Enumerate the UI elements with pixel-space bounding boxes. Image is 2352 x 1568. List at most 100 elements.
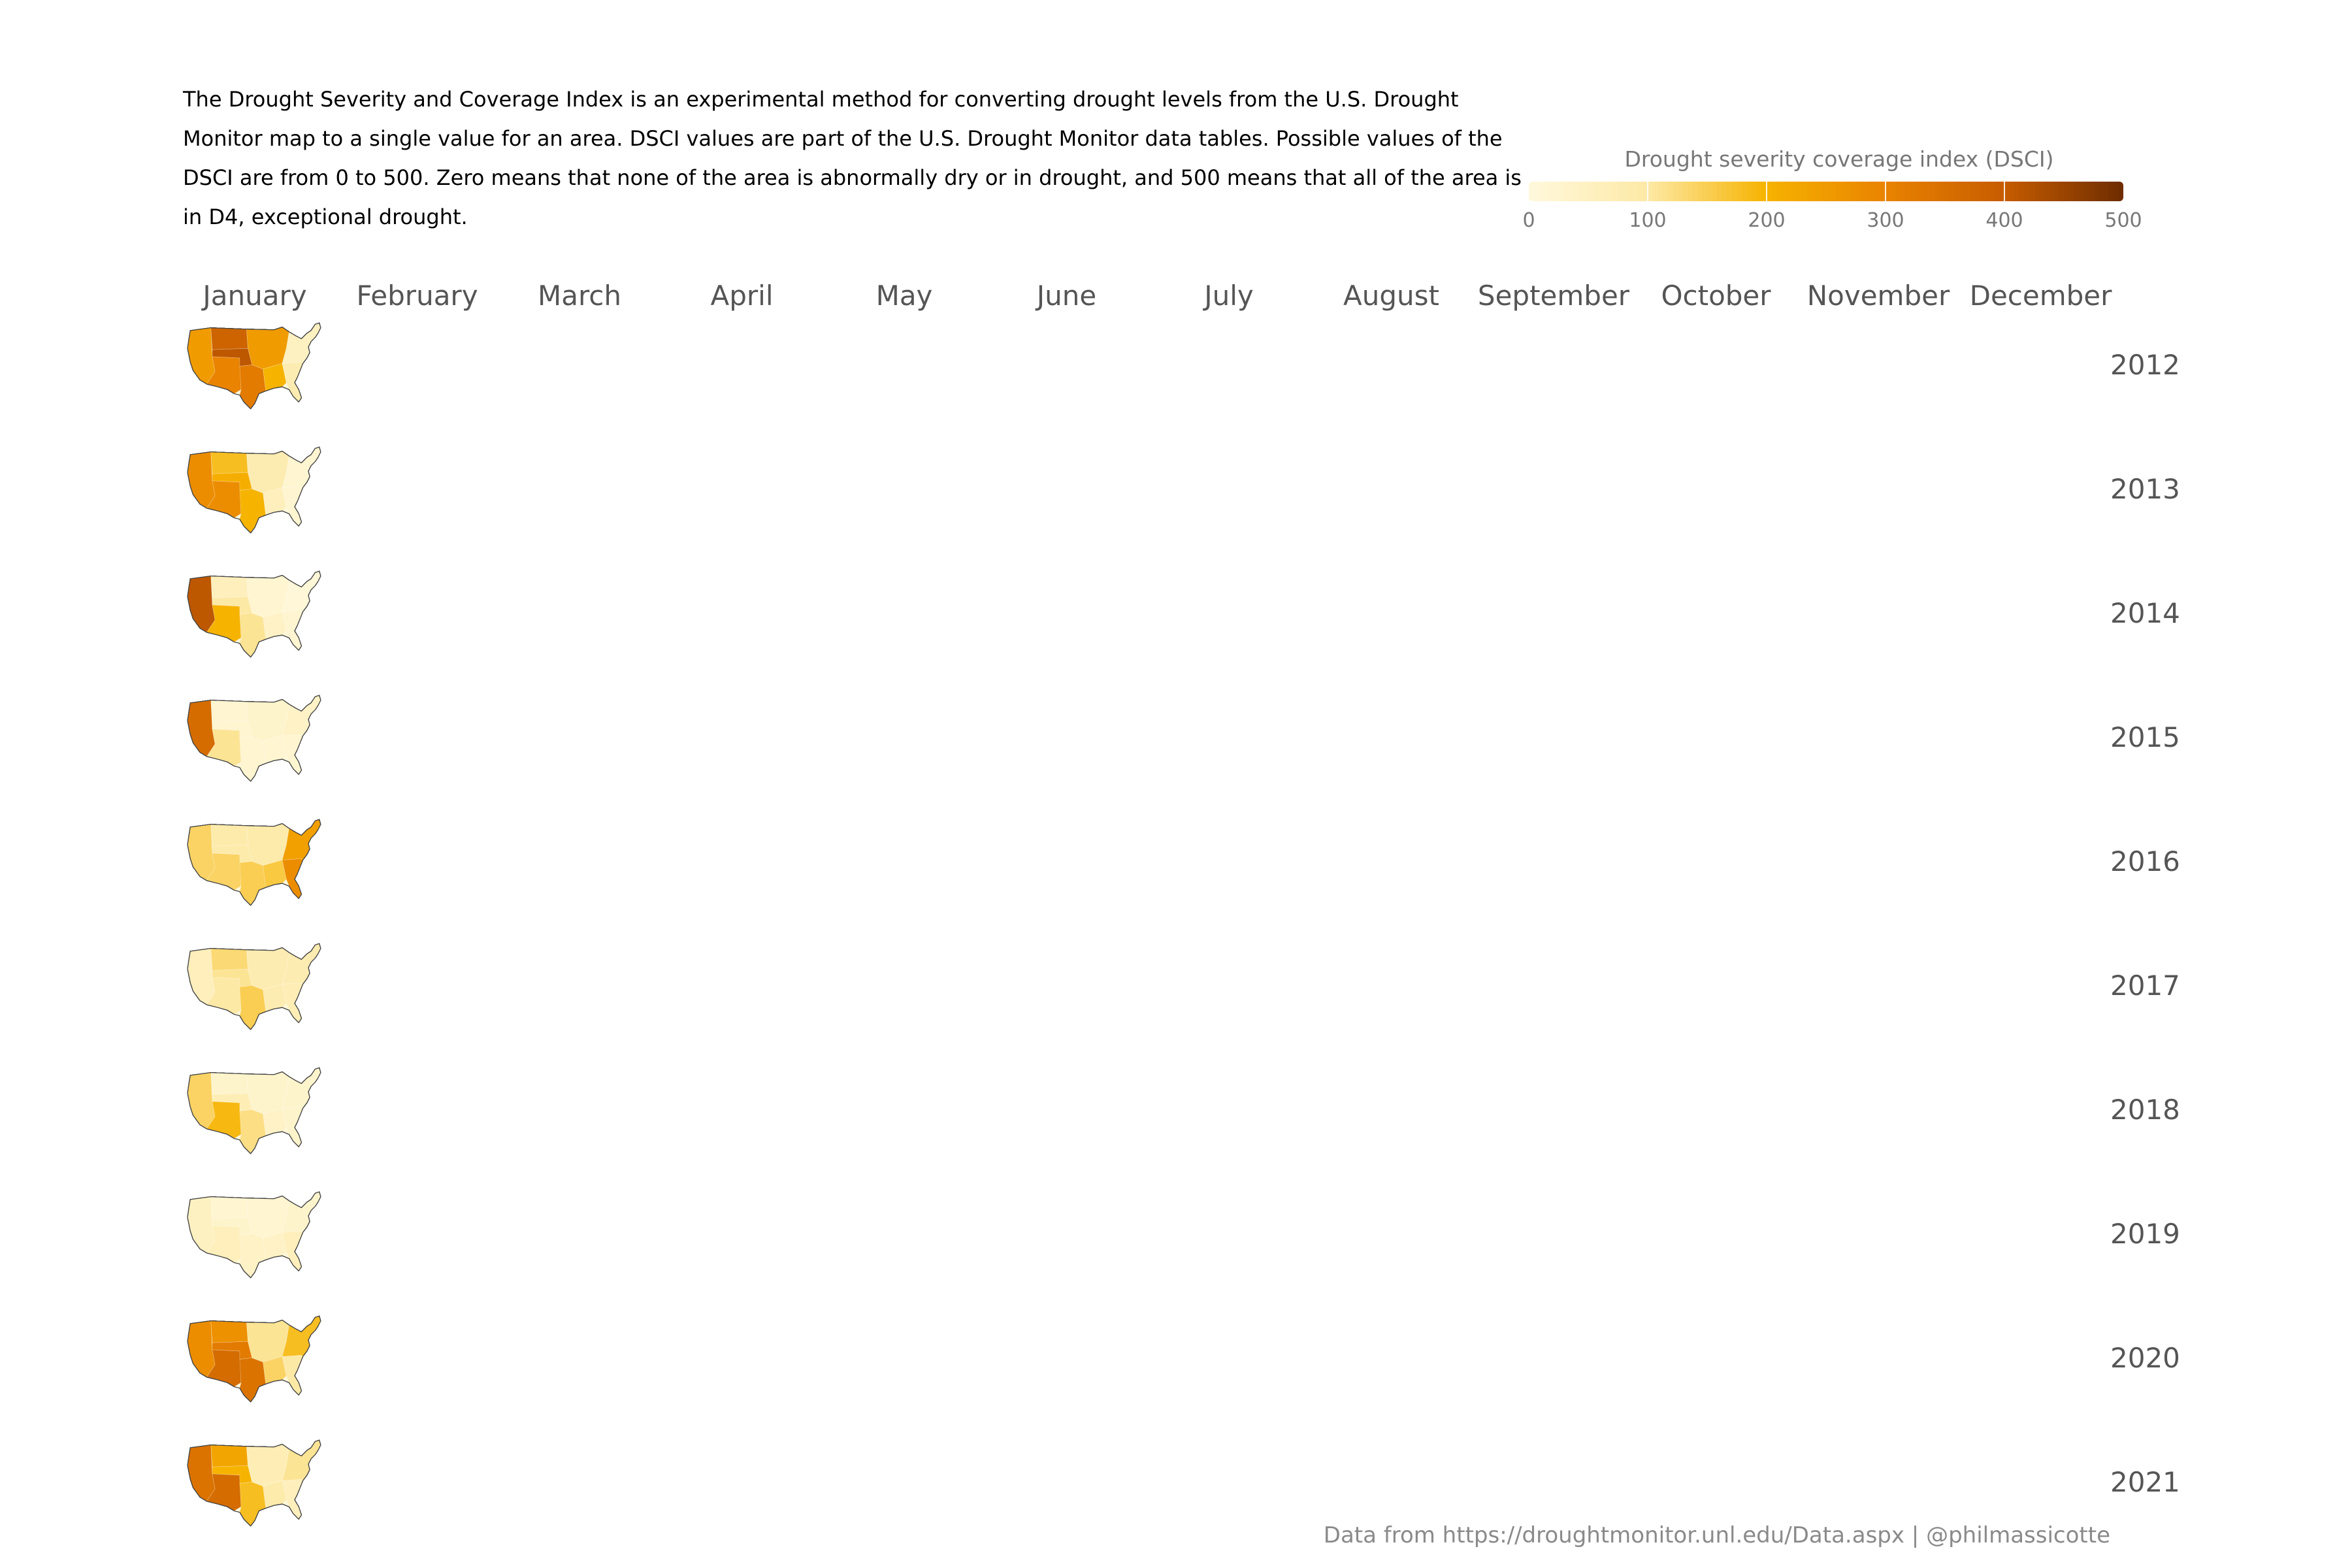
- year-label: 2017: [2110, 970, 2180, 1002]
- year-label: 2014: [2110, 597, 2180, 629]
- legend-tick-label: 200: [1748, 209, 1786, 232]
- region-northeast: [282, 819, 321, 860]
- legend-gradient-segment: [1563, 182, 1569, 201]
- region-west: [188, 1444, 216, 1501]
- legend-gradient-segment: [2103, 182, 2110, 201]
- legend-gradient-segment: [1925, 182, 1931, 201]
- region-northeast: [282, 570, 321, 612]
- intro-paragraph: The Drought Severity and Coverage Index …: [183, 87, 1522, 229]
- legend-gradient-segment: [1603, 182, 1609, 201]
- region-west: [188, 1071, 216, 1129]
- legend-gradient-segment: [1583, 182, 1589, 201]
- legend-gradient-segment: [2053, 182, 2060, 201]
- legend-gradient-segment: [1989, 182, 1995, 201]
- region-northern-plains: [210, 947, 248, 971]
- legend-gradient-segment: [1702, 182, 1708, 201]
- legend-gradient-segment: [1612, 182, 1619, 201]
- us-drought-map: [187, 570, 321, 657]
- legend-gradient-segment: [1940, 182, 1946, 201]
- legend-gradient-segment: [1752, 182, 1757, 201]
- region-west: [188, 699, 216, 757]
- legend-gradient-segment: [1974, 182, 1981, 201]
- legend-gradient-segment: [1831, 182, 1837, 201]
- region-northeast: [282, 1067, 321, 1109]
- legend-tick-mark: [1766, 182, 1767, 201]
- year-label: 2018: [2110, 1094, 2180, 1126]
- legend-gradient-segment: [2044, 182, 2050, 201]
- legend-gradient-segment: [1980, 182, 1985, 201]
- legend-gradient-segment: [1994, 182, 2001, 201]
- region-northern-plains: [210, 1071, 248, 1095]
- legend-gradient-segment: [2074, 182, 2080, 201]
- us-drought-map: [187, 694, 321, 781]
- legend-gradient-segment: [1662, 182, 1669, 201]
- legend-gradient-segment: [2014, 182, 2020, 201]
- legend-gradient-segment: [1955, 182, 1961, 201]
- legend-gradient-segment: [1667, 182, 1673, 201]
- legend-gradient-segment: [1608, 182, 1614, 201]
- region-northern-plains: [210, 1320, 248, 1343]
- legend-gradient-segment: [2059, 182, 2065, 201]
- legend-gradient-segment: [1865, 182, 1872, 201]
- region-west: [188, 451, 216, 508]
- legend-gradient-segment: [1543, 182, 1550, 201]
- legend-gradient-segment: [1548, 182, 1554, 201]
- legend-gradient-segment: [2088, 182, 2095, 201]
- month-label: August: [1343, 280, 1439, 312]
- legend-gradient-segment: [1826, 182, 1832, 201]
- legend-gradient-segment: [2024, 182, 2030, 201]
- legend-gradient-segment: [1959, 182, 1966, 201]
- legend-gradient-segment: [1895, 182, 1901, 201]
- legend-tick-label: 300: [1867, 209, 1904, 232]
- legend-tick-label: 0: [1522, 209, 1535, 232]
- source-caption: Data from https://droughtmonitor.unl.edu…: [1323, 1522, 2110, 1548]
- us-outline: [187, 322, 321, 409]
- us-drought-map: [187, 322, 321, 409]
- legend-gradient-segment: [1529, 182, 1535, 201]
- us-drought-map: [187, 819, 321, 906]
- month-label: July: [1204, 280, 1254, 312]
- legend-gradient-segment: [1850, 182, 1857, 201]
- month-label: January: [203, 280, 307, 312]
- us-outline: [187, 446, 321, 533]
- legend-gradient-segment: [1875, 182, 1882, 201]
- legend-gradient-segment: [1915, 182, 1921, 201]
- legend-tick-label: 500: [2104, 209, 2142, 232]
- month-label: November: [1806, 280, 1950, 312]
- legend-gradient-segment: [1637, 182, 1644, 201]
- legend-gradient-segment: [1965, 182, 1970, 201]
- legend-gradient-segment: [1796, 182, 1803, 201]
- legend-gradient-segment: [1900, 182, 1906, 201]
- legend-gradient-segment: [1623, 182, 1629, 201]
- legend-gradient-segment: [1855, 182, 1862, 201]
- legend-gradient-segment: [1781, 182, 1788, 201]
- legend-gradient-segment: [1682, 182, 1688, 201]
- legend-gradient-segment: [1870, 182, 1876, 201]
- legend-gradient-segment: [1767, 182, 1772, 201]
- region-northern-plains: [210, 1444, 248, 1467]
- year-label: 2012: [2110, 349, 2180, 381]
- legend-gradient-segment: [2108, 182, 2114, 201]
- legend-gradient-segment: [1786, 182, 1792, 201]
- month-label: December: [1969, 280, 2112, 312]
- us-drought-map: [187, 1439, 321, 1526]
- legend-gradient-segment: [1840, 182, 1847, 201]
- us-outline: [187, 819, 321, 906]
- legend-gradient-segment: [1633, 182, 1639, 201]
- region-northeast: [282, 1439, 321, 1481]
- legend-gradient-segment: [1999, 182, 2005, 201]
- region-west: [188, 575, 216, 632]
- legend-gradient-segment: [2049, 182, 2055, 201]
- legend-gradient-segment: [1816, 182, 1822, 201]
- legend-gradient-segment: [1737, 182, 1743, 201]
- legend-gradient-segment: [1588, 182, 1594, 201]
- month-label: March: [537, 280, 622, 312]
- legend-gradient-segment: [1806, 182, 1812, 201]
- legend-gradient-segment: [1627, 182, 1634, 201]
- month-label: October: [1661, 280, 1771, 312]
- legend-gradient-segment: [1846, 182, 1852, 201]
- legend-gradient-segment: [1776, 182, 1782, 201]
- legend-gradient-segment: [1578, 182, 1584, 201]
- legend-gradient-segment: [1598, 182, 1604, 201]
- legend-gradient-segment: [1648, 182, 1654, 201]
